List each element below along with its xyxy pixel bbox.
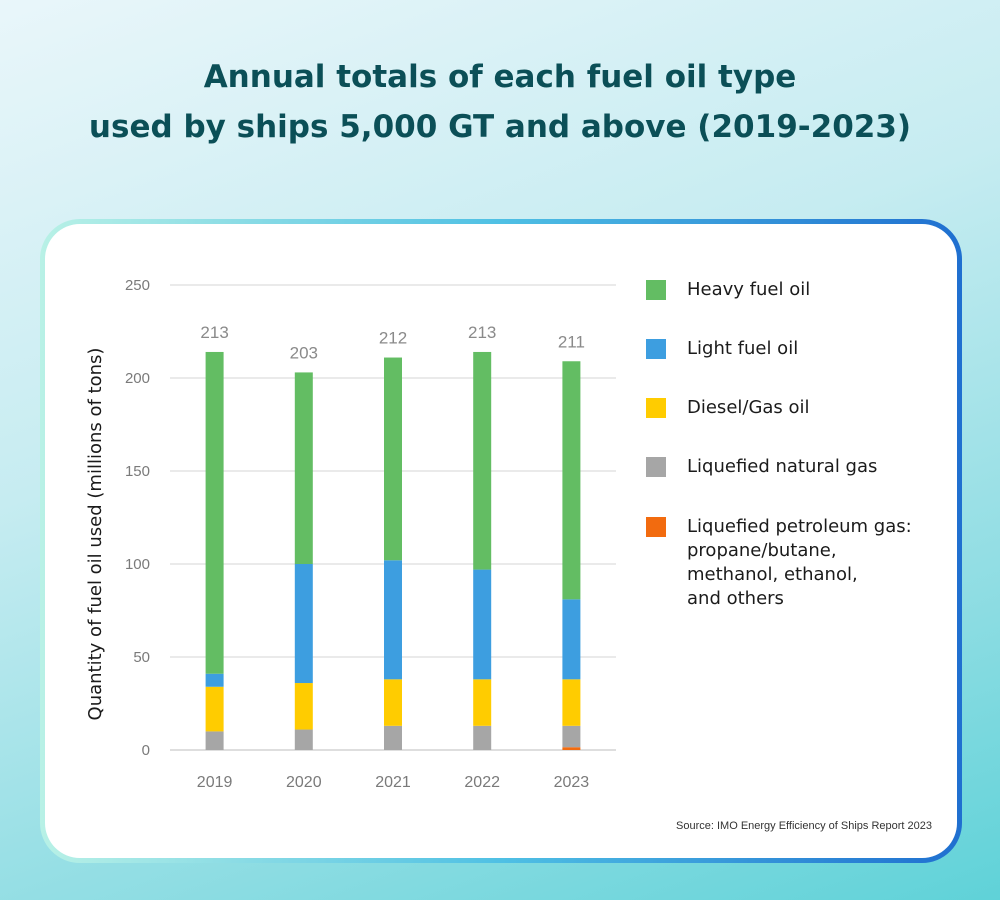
- y-tick-label: 100: [125, 556, 150, 573]
- bar-segment: [562, 361, 581, 600]
- x-tick-label: 2022: [464, 774, 500, 791]
- bar-segment: [562, 679, 581, 726]
- y-tick-label: 250: [125, 277, 150, 294]
- x-tick-label: 2019: [197, 774, 233, 791]
- total-label: 213: [468, 323, 496, 342]
- bar-segment: [294, 372, 313, 564]
- bar-segment: [384, 357, 402, 561]
- bar-segment: [562, 725, 581, 748]
- chart-title-line-1: Annual totals of each fuel oil type: [203, 59, 797, 95]
- x-tick-label: 2020: [286, 774, 322, 791]
- bar-segment: [294, 564, 313, 684]
- chart-title-line-2: used by ships 5,000 GT and above (2019-2…: [88, 109, 912, 145]
- bar-segment: [205, 686, 224, 732]
- bar-segment: [384, 725, 402, 750]
- source-note: Source: IMO Energy Efficiency of Ships R…: [676, 820, 932, 832]
- y-tick-label: 0: [142, 742, 150, 759]
- bar-segment: [205, 731, 224, 750]
- total-label: 203: [290, 343, 318, 362]
- bar-segment: [205, 673, 224, 687]
- bars: [205, 351, 581, 750]
- bar-segment: [473, 679, 492, 726]
- y-tick-label: 200: [125, 370, 150, 387]
- x-tick-label: 2023: [554, 774, 590, 791]
- bar-segment: [473, 569, 492, 680]
- bar-segment: [205, 351, 224, 674]
- bar-segment: [562, 747, 581, 750]
- bar-segment: [384, 679, 402, 726]
- bar-segment: [473, 351, 492, 570]
- x-tick-label: 2021: [375, 774, 411, 791]
- bar-segment: [384, 560, 402, 680]
- bar-segment: [294, 729, 313, 750]
- bar-segment: [473, 725, 492, 750]
- chart-card: [45, 224, 957, 858]
- bar-segment: [294, 683, 313, 730]
- y-tick-label: 50: [133, 649, 150, 666]
- total-label: 211: [558, 332, 585, 351]
- total-label: 213: [200, 323, 228, 342]
- total-label: 212: [379, 329, 407, 348]
- chart-title: Annual totals of each fuel oil type used…: [0, 52, 1000, 152]
- y-tick-label: 150: [125, 463, 150, 480]
- bar-segment: [562, 599, 581, 680]
- y-axis-label: Quantity of fuel oil used (millions of t…: [85, 348, 106, 721]
- labels: 0 50 100 150 200 250 Quantity of fuel oil used…: [85, 277, 589, 791]
